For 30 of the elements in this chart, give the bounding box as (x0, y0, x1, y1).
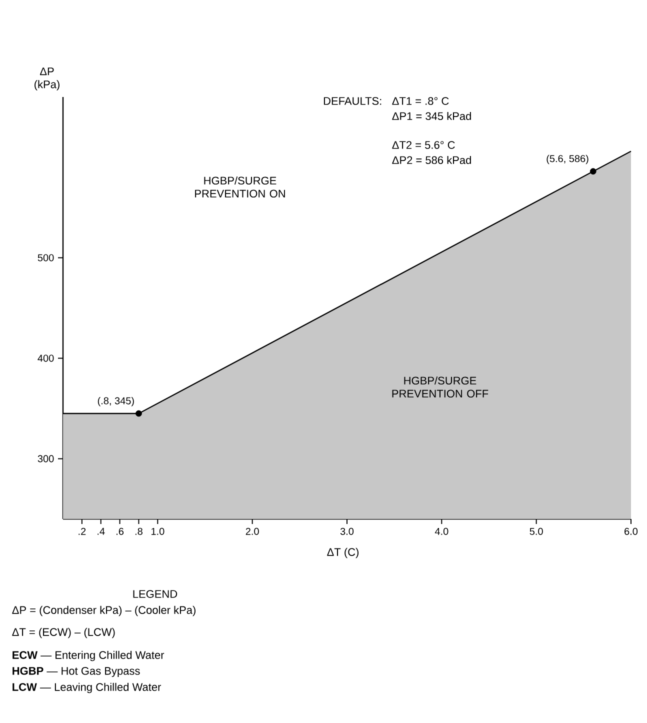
x-tick-label: 5.0 (530, 528, 543, 535)
text: ECW — Entering Chilled Water (12, 650, 164, 662)
x-tick-label: 2.0 (246, 528, 259, 535)
x-tick-label: .6 (116, 528, 124, 535)
annotation: ΔT1 = .8° C (392, 97, 449, 105)
x-tick-label: .4 (98, 528, 105, 535)
annotation: HGBP/SURGE PREVENTION ON (195, 176, 285, 198)
x-axis-title: ΔT (C) (327, 548, 358, 558)
x-tick-label: 1.0 (151, 528, 164, 535)
x-tick-label: 4.0 (434, 528, 448, 535)
text: ΔP = (Condenser kPa) – (Cooler kPa) (12, 606, 196, 616)
text: ΔT = (ECW) – (LCW) (12, 628, 115, 638)
y-tick-label: 400 (38, 354, 54, 362)
x-tick-label: .2 (78, 528, 86, 535)
annotation: ΔP1 = 345 kPad (392, 112, 471, 120)
text: LCW — Leaving Chilled Water (12, 682, 162, 694)
annotation: DEFAULTS: (324, 97, 382, 105)
annotation: HGBP/SURGE PREVENTION OFF (392, 376, 488, 398)
annotation: ΔP2 = 586 kPad (392, 156, 471, 164)
x-tick-label: 3.0 (340, 528, 354, 535)
x-tick-label: .8 (135, 528, 142, 535)
y-axis-title: ΔP (kPa) (34, 68, 60, 90)
annotation: ΔT2 = 5.6° C (392, 141, 455, 149)
y-tick-label: 500 (38, 254, 54, 262)
x-tick-label: 6.0 (624, 528, 638, 535)
annotation: (.8, 345) (98, 396, 134, 406)
text: LEGEND (133, 590, 178, 598)
annotation: (5.6, 586) (546, 154, 588, 164)
y-tick-label: 300 (38, 455, 54, 462)
text: HGBP — Hot Gas Bypass (12, 667, 140, 677)
